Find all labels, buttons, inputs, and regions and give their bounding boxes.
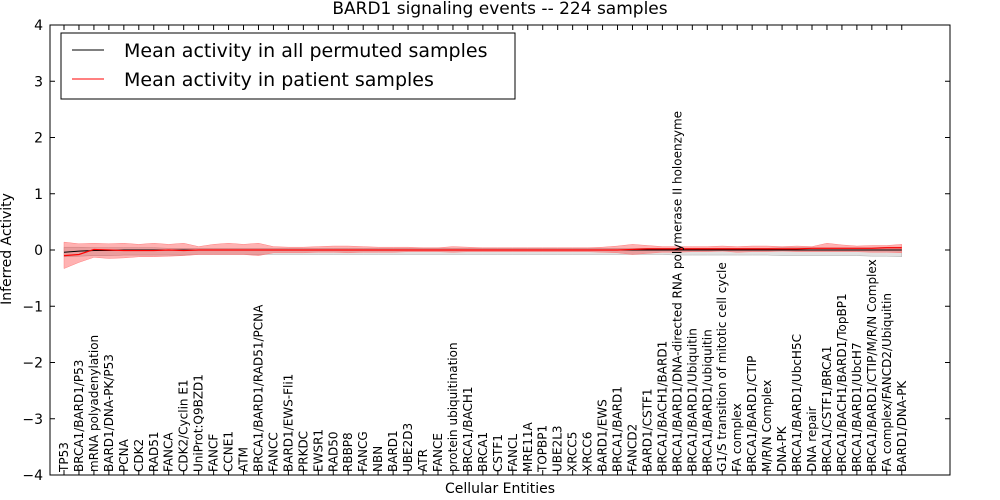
category-label: XRCC5 (566, 432, 580, 472)
y-tick-label: −2 (22, 356, 43, 372)
category-label: CCNE1 (222, 431, 236, 472)
category-label: BRCA1/BARD1/Ubiquitin (685, 328, 699, 472)
y-tick-label: −4 (22, 468, 43, 484)
category-label: UniProt:Q9BZD1 (192, 374, 206, 472)
legend: Mean activity in all permuted samples Me… (60, 32, 516, 100)
category-label: BRCA1/BARD1/CTIP/M/R/N Complex (865, 259, 879, 472)
category-label: EWSR1 (311, 429, 325, 472)
category-label: FA complex/FANCD2/Ubiquitin (880, 293, 894, 472)
category-label: BRCA1/BACH1/BARD1 (655, 341, 669, 472)
category-label: DNA-PK (775, 425, 789, 472)
band-layer (63, 241, 903, 269)
category-label: ATM (237, 447, 251, 472)
category-label: FANCE (431, 433, 445, 472)
category-label: G1/S transition of mitotic cell cycle (715, 262, 729, 472)
category-label: FANCL (506, 434, 520, 472)
category-label: NBN (371, 446, 385, 472)
category-label: BARD1/EWS (596, 399, 610, 472)
category-label: BARD1/CSTF1 (640, 388, 654, 472)
category-label: BRCA1/BARD1/RAD51/PCNA (251, 304, 265, 472)
category-label: DNA repair (805, 406, 819, 472)
category-label: BRCA1 (476, 432, 490, 472)
line-layer (63, 247, 902, 257)
y-axis: 4 3 2 1 0 −1 −2 −3 −4 (22, 18, 950, 484)
category-label: BRCA1/BACH1 (461, 386, 475, 472)
category-label: UBE2D3 (401, 423, 415, 472)
y-axis-label: Inferred Activity (0, 193, 15, 305)
category-label: FANCA (162, 432, 176, 472)
legend-box (60, 32, 516, 100)
category-label: CSTF1 (491, 434, 505, 472)
category-label: TOPBP1 (536, 425, 550, 473)
y-tick-label: −1 (22, 299, 43, 315)
category-label: BRCA1/BARD1/UbcH7 (850, 342, 864, 472)
category-label: UBE2L3 (551, 425, 565, 472)
category-label: M/R/N Complex (760, 380, 774, 472)
category-label: RBBP8 (341, 432, 355, 472)
chart-title: BARD1 signaling events -- 224 samples (332, 0, 667, 19)
category-label: RAD50 (326, 431, 340, 472)
category-label: FANCG (356, 431, 370, 472)
legend-label-patient: Mean activity in patient samples (124, 69, 434, 91)
category-label: BRCA1/BACH1/BARD1/TopBP1 (835, 293, 849, 472)
category-label: BRCA1/BARD1/UbcH5C (790, 334, 804, 472)
category-label: BRCA1/BARD1/ubiquitin (700, 329, 714, 472)
category-label: FANCD2 (625, 424, 639, 472)
category-label: protein ubiquitination (446, 342, 460, 472)
category-label: PRKDC (296, 431, 310, 472)
x-axis: TP53 BRCA1/BARD1/P53 mRNA polyadenylation B… (57, 25, 909, 475)
category-label: RAD51 (147, 431, 161, 472)
category-label: CDK2 (132, 439, 146, 472)
category-label: BARD1/EWS-Fli1 (281, 374, 295, 472)
category-label: BRCA1/CSTF1/BRCA1 (820, 346, 834, 472)
y-tick-label: 3 (34, 74, 43, 90)
category-label: BRCA1/BARD1 (611, 386, 625, 472)
legend-label-permuted: Mean activity in all permuted samples (124, 40, 487, 62)
category-label: BRCA1/BARD1/DNA-directed RNA polymerase … (670, 111, 684, 472)
y-tick-label: 0 (34, 243, 43, 259)
category-label: TP53 (57, 442, 71, 473)
category-label: BARD1/DNA-PK (895, 380, 909, 472)
category-label: CDK2/Cyclin E1 (177, 379, 191, 472)
y-tick-label: 1 (34, 187, 43, 203)
y-tick-label: −3 (22, 412, 43, 428)
category-label: FA complex (730, 403, 744, 472)
category-label: FANCF (207, 434, 221, 472)
category-label: XRCC6 (581, 432, 595, 472)
category-label: BRCA1/BARD1/CTIP (745, 356, 759, 472)
category-label: BARD1 (386, 430, 400, 472)
category-label: BARD1/DNA-PK/P53 (102, 354, 116, 472)
category-label: BRCA1/BARD1/P53 (72, 360, 86, 472)
x-axis-label: Cellular Entities (445, 481, 555, 497)
category-label: ATR (416, 449, 430, 472)
y-tick-label: 2 (34, 131, 43, 147)
category-label: mRNA polyadenylation (87, 335, 101, 472)
category-label: PCNA (117, 438, 131, 472)
y-tick-label: 4 (34, 18, 43, 34)
category-label: MRE11A (521, 421, 535, 472)
series-line-patient (63, 247, 902, 257)
category-label: FANCC (266, 432, 280, 472)
